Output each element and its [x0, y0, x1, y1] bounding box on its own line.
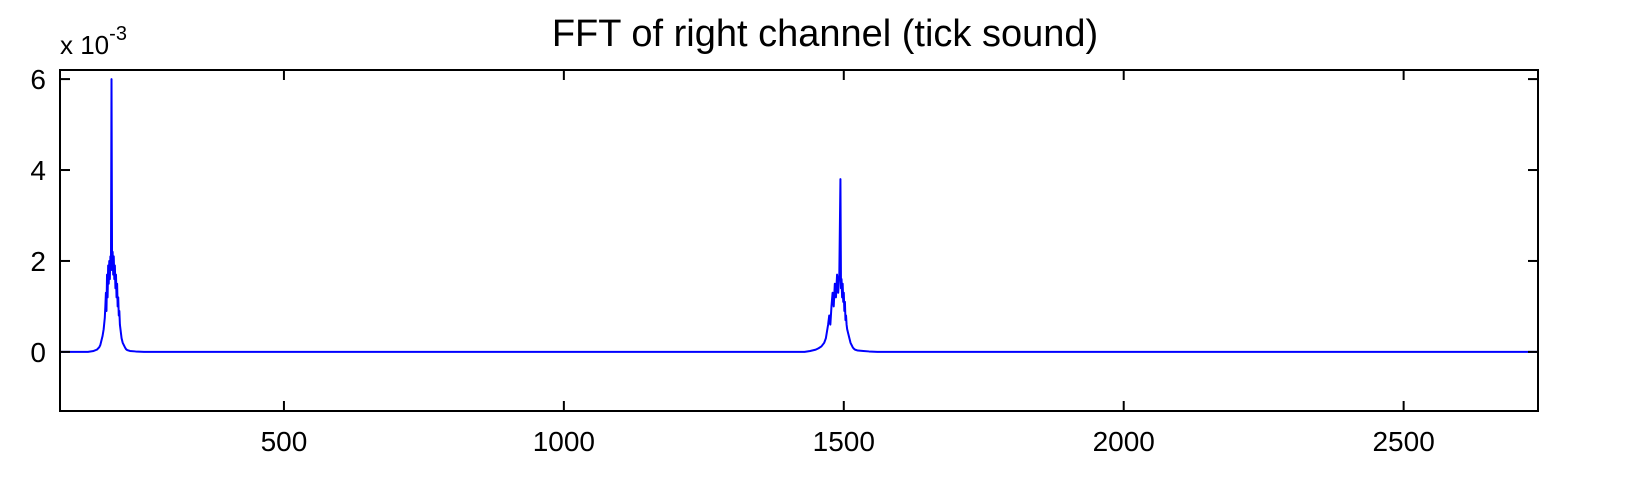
y-tick-label: 4 — [30, 155, 46, 186]
x-tick-label: 1000 — [533, 426, 595, 457]
y-tick-label: 6 — [30, 64, 46, 95]
series-line-0 — [60, 78, 1538, 353]
axes-frame — [59, 69, 1539, 412]
x-tick-label: 2500 — [1372, 426, 1434, 457]
y-tick-label: 2 — [30, 246, 46, 277]
axis-ticks: 500 1000 1500 2000 2500 0 2 4 6 — [30, 64, 1538, 457]
x-tick-label: 500 — [261, 426, 308, 457]
x-tick-label: 1500 — [813, 426, 875, 457]
y-tick-label: 0 — [30, 337, 46, 368]
plot-area — [60, 78, 1538, 353]
x-tick-label: 2000 — [1093, 426, 1155, 457]
chart-title: FFT of right channel (tick sound) — [552, 13, 1098, 55]
y-multiplier-exponent: -3 — [109, 23, 127, 45]
y-multiplier-base: x 10 — [60, 30, 109, 60]
y-multiplier: x 10-3 — [60, 23, 127, 60]
